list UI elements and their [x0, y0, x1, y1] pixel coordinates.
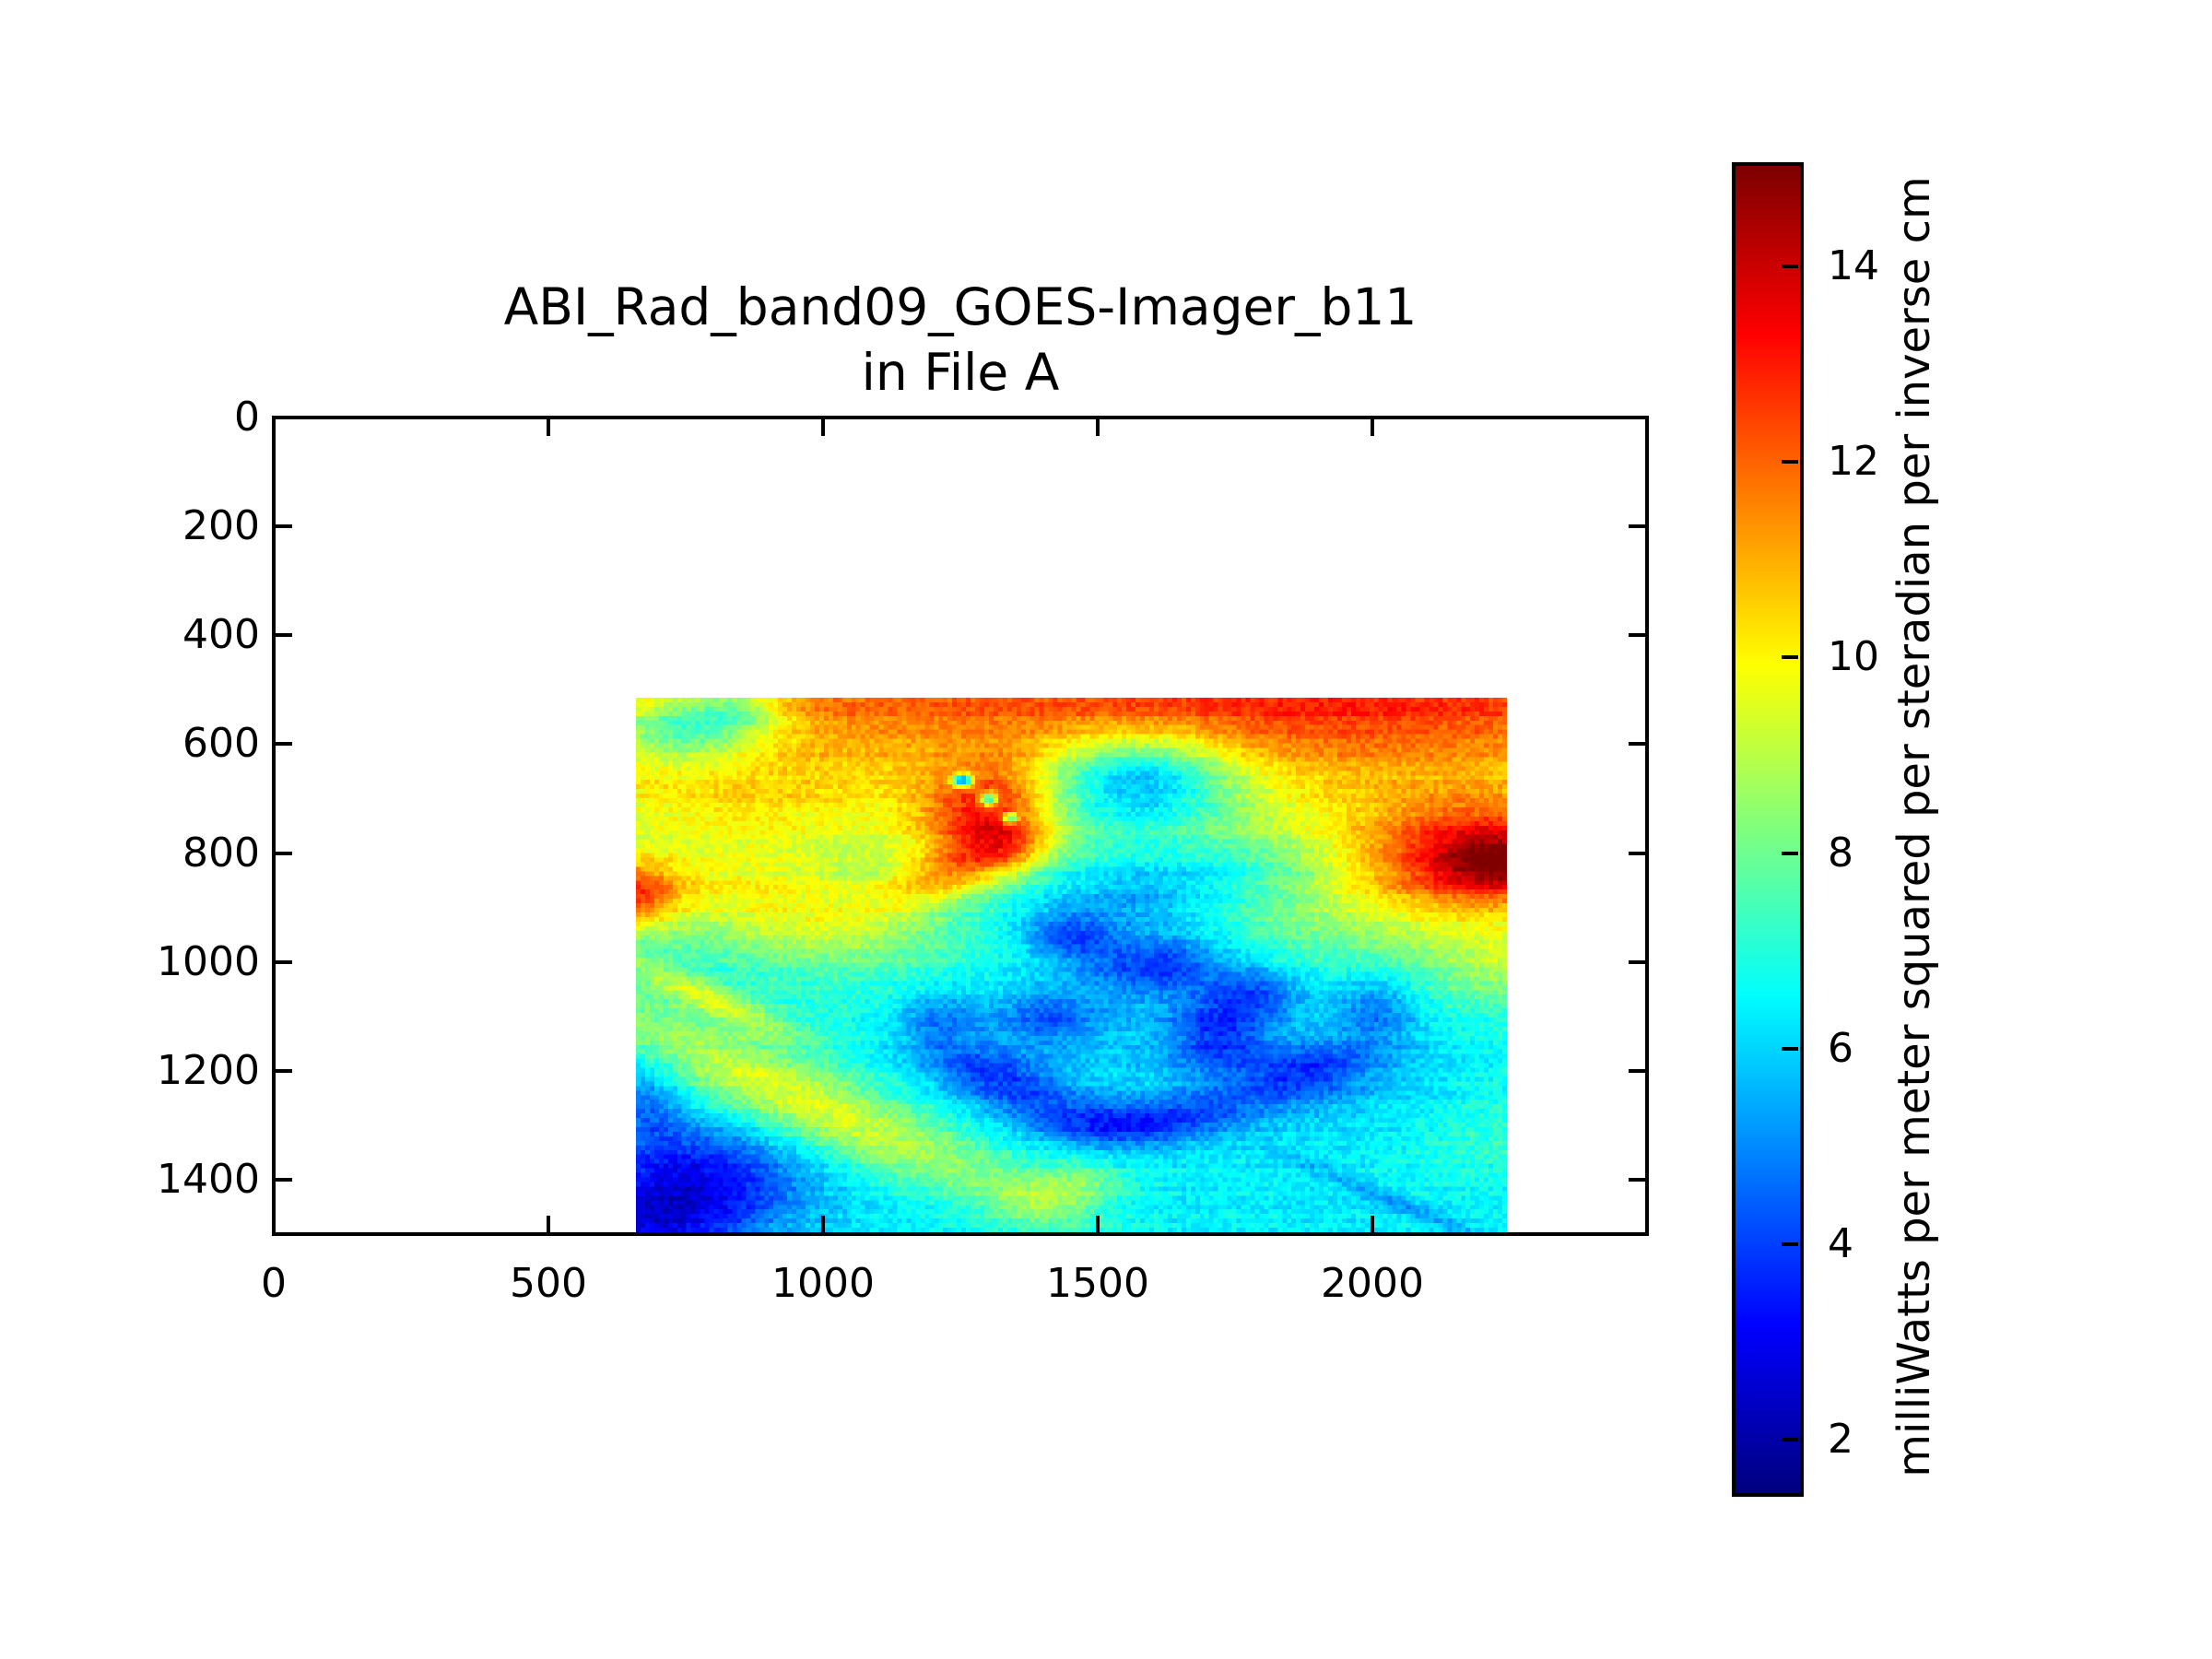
colorbar-tick-label: 12	[1828, 438, 1879, 486]
y-tick-mark	[276, 1069, 292, 1073]
plot-title: ABI_Rad_band09_GOES-Imager_b11 in File A	[274, 275, 1647, 406]
figure: ABI_Rad_band09_GOES-Imager_b11 in File A…	[0, 0, 2212, 1659]
y-tick-mark-right	[1629, 742, 1645, 746]
colorbar-tick-mark	[1782, 1047, 1798, 1051]
y-tick-mark	[276, 852, 292, 855]
y-tick-mark-right	[1629, 852, 1645, 855]
colorbar-gradient	[1735, 166, 1800, 1493]
colorbar-label: milliWatts per meter squared per steradi…	[1888, 176, 1940, 1477]
y-tick-mark-right	[1629, 1178, 1645, 1182]
y-tick-mark	[276, 960, 292, 964]
y-tick-mark-right	[1629, 633, 1645, 637]
x-tick-mark-top	[1371, 419, 1374, 436]
y-tick-mark-right	[1629, 416, 1645, 419]
y-tick-label: 400	[57, 611, 260, 659]
x-tick-label: 500	[456, 1260, 641, 1308]
colorbar-tick-mark	[1782, 265, 1798, 268]
x-tick-mark	[1371, 1216, 1374, 1232]
plot-title-line2: in File A	[274, 340, 1647, 406]
y-tick-mark-right	[1629, 960, 1645, 964]
colorbar-tick-label: 14	[1828, 242, 1879, 290]
x-tick-label: 1000	[731, 1260, 915, 1308]
x-tick-label: 0	[182, 1260, 366, 1308]
colorbar-tick-mark	[1782, 852, 1798, 855]
y-tick-mark	[276, 524, 292, 528]
colorbar-tick-label: 4	[1828, 1220, 1853, 1268]
y-tick-mark	[276, 742, 292, 746]
y-tick-label: 1200	[57, 1047, 260, 1095]
y-tick-label: 1400	[57, 1156, 260, 1204]
colorbar-tick-mark	[1782, 1242, 1798, 1246]
y-tick-mark-right	[1629, 524, 1645, 528]
colorbar-tick-label: 10	[1828, 633, 1879, 681]
colorbar-tick-mark	[1782, 1438, 1798, 1441]
y-tick-mark	[276, 1178, 292, 1182]
y-tick-mark-right	[1629, 1069, 1645, 1073]
y-tick-label: 0	[57, 394, 260, 441]
y-tick-label: 600	[57, 720, 260, 768]
radiance-heatmap-image	[636, 698, 1507, 1233]
y-tick-label: 200	[57, 502, 260, 550]
colorbar-tick-mark	[1782, 655, 1798, 659]
x-tick-label: 2000	[1280, 1260, 1465, 1308]
x-tick-mark	[547, 1216, 550, 1232]
y-tick-mark	[276, 416, 292, 419]
x-tick-mark	[272, 1216, 276, 1232]
x-tick-mark	[821, 1216, 825, 1232]
x-tick-mark-top	[272, 419, 276, 436]
x-tick-label: 1500	[1006, 1260, 1190, 1308]
x-tick-mark-top	[547, 419, 550, 436]
y-tick-mark	[276, 633, 292, 637]
colorbar-tick-label: 6	[1828, 1025, 1853, 1073]
colorbar-tick-mark	[1782, 460, 1798, 464]
y-tick-label: 1000	[57, 938, 260, 986]
colorbar-tick-label: 2	[1828, 1416, 1853, 1464]
y-tick-label: 800	[57, 830, 260, 877]
plot-title-line1: ABI_Rad_band09_GOES-Imager_b11	[274, 275, 1647, 340]
x-tick-mark-top	[1096, 419, 1100, 436]
colorbar	[1732, 162, 1804, 1497]
x-tick-mark	[1096, 1216, 1100, 1232]
colorbar-tick-label: 8	[1828, 830, 1853, 877]
x-tick-mark-top	[821, 419, 825, 436]
